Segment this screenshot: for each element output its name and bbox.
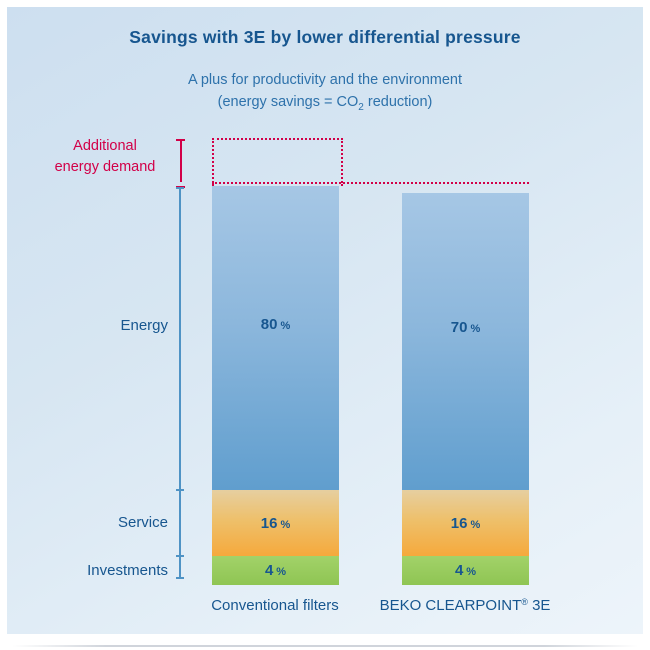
chart-title: Savings with 3E by lower differential pr…	[129, 27, 521, 47]
axis-tick	[176, 577, 184, 579]
segment-service-conventional: 16%	[212, 490, 339, 556]
value-number: 4	[454, 562, 464, 579]
percent-sign: %	[276, 566, 287, 578]
segment-investments-beko: 4%	[402, 556, 529, 585]
axis-tick	[176, 555, 184, 557]
additional-energy-reference-line	[212, 182, 529, 184]
percent-sign: %	[470, 323, 481, 335]
registered-trademark-symbol: ®	[521, 597, 528, 607]
percent-sign: %	[466, 566, 477, 578]
additional-energy-bracket	[176, 139, 185, 188]
co2-subscript: 2	[358, 101, 364, 113]
beko-label-suffix: 3E	[527, 597, 551, 614]
segment-service-beko: 16%	[402, 490, 529, 556]
axis-tick	[176, 489, 184, 491]
beko-label-text: BEKO CLEARPOINT	[379, 597, 522, 614]
axis-label-service: Service	[117, 514, 168, 531]
additional-label-line2: energy demand	[54, 159, 156, 175]
percent-sign: %	[470, 518, 481, 531]
category-label-beko-clearpoint: BEKO CLEARPOINT® 3E	[345, 597, 585, 614]
bar-conventional-filters: 80% 16% 4%	[212, 186, 339, 585]
value-number: 4	[264, 562, 274, 579]
axis-label-investments: Investments	[87, 562, 168, 579]
segment-energy-conventional: 80%	[212, 186, 339, 490]
value-label-investments-beko: 4%	[455, 562, 476, 579]
additional-energy-dotted-outline	[212, 138, 343, 186]
percent-sign: %	[280, 518, 291, 531]
additional-energy-demand-label: Additional energy demand	[40, 136, 170, 178]
value-number: 80	[260, 315, 278, 333]
category-label-conventional-filters: Conventional filters	[211, 597, 339, 614]
value-label-investments-conventional: 4%	[265, 562, 286, 579]
value-label-energy-conventional: 80%	[261, 316, 290, 333]
value-label-service-conventional: 16%	[261, 515, 290, 532]
y-axis-line	[176, 187, 184, 579]
value-number: 16	[450, 514, 468, 532]
segment-investments-conventional: 4%	[212, 556, 339, 585]
value-number: 16	[260, 514, 278, 532]
subtitle2-suffix: reduction)	[363, 94, 433, 110]
segment-energy-beko: 70%	[402, 193, 529, 490]
bar-beko-clearpoint-3e: 70% 16% 4%	[402, 193, 529, 585]
value-label-energy-beko: 70%	[451, 319, 480, 336]
percent-sign: %	[280, 319, 291, 332]
axis-tick	[176, 187, 184, 189]
subtitle2-prefix: (energy savings = CO	[217, 94, 359, 110]
axis-label-energy: Energy	[120, 317, 168, 334]
value-number: 70	[450, 319, 468, 336]
additional-label-line1: Additional	[73, 138, 137, 154]
chart-subtitle-line1: A plus for productivity and the environm…	[187, 72, 463, 88]
chart-subtitle-line2: (energy savings = CO2 reduction)	[0, 94, 650, 113]
value-label-service-beko: 16%	[451, 515, 480, 532]
bottom-shadow	[12, 645, 638, 647]
